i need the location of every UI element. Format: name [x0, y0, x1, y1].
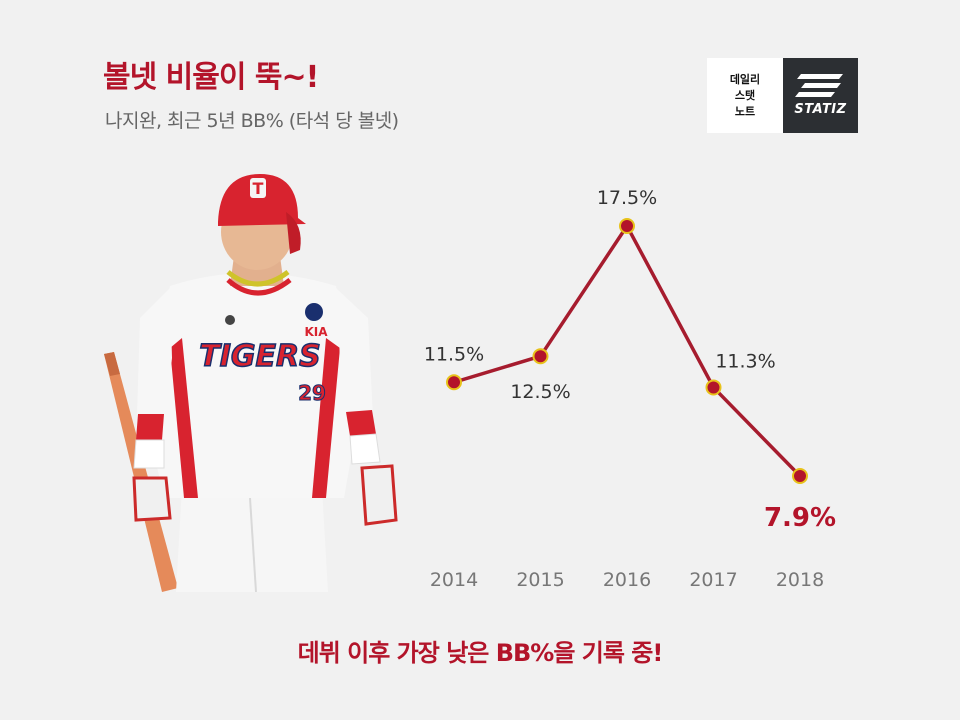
footer-note: 데뷔 이후 가장 낮은 BB%을 기록 중!: [297, 639, 664, 667]
player-photo: T TIGERS 29 KIA: [104, 174, 398, 592]
page-title: 볼넷 비율이 뚝~!: [103, 60, 319, 95]
data-point-2018: [792, 468, 808, 484]
data-point-2014: [446, 374, 462, 391]
logo-line: 스탯: [734, 88, 756, 102]
data-label-2014: 11.5%: [424, 343, 484, 365]
logo-line: 데일리: [729, 72, 761, 86]
x-tick-label-2014: 2014: [430, 569, 478, 591]
data-point-2017: [705, 379, 722, 396]
series-line: [453, 224, 802, 478]
statiz-wordmark: STATIZ: [794, 102, 847, 117]
x-tick-label-2017: 2017: [689, 569, 737, 591]
data-label-2016: 17.5%: [597, 187, 657, 209]
data-point-2015: [532, 348, 549, 365]
page-subtitle: 나지완, 최근 5년 BB% (타석 당 볼넷): [105, 110, 399, 132]
cap-letter: T: [253, 179, 264, 198]
data-points: 11.5% 12.5% 17.5% 11.3% 7.9%: [424, 187, 836, 533]
logo-text-block: 데일리 스탯 노트: [707, 58, 783, 133]
jersey-number: 29: [298, 381, 326, 405]
x-tick-label-2018: 2018: [776, 569, 824, 591]
team-mark: KIA: [304, 325, 328, 339]
daily-stat-note-logo: 데일리 스탯 노트 STATIZ: [707, 58, 858, 133]
jersey-text: TIGERS: [199, 339, 320, 374]
statiz-stripes-icon: [795, 74, 843, 97]
data-label-2015: 12.5%: [510, 381, 570, 403]
x-axis-ticks: 2014 2015 2016 2017 2018: [430, 569, 824, 591]
x-tick-label-2015: 2015: [516, 569, 564, 591]
x-tick-label-2016: 2016: [603, 569, 651, 591]
data-label-2018: 7.9%: [764, 503, 836, 533]
data-point-2016: [619, 218, 635, 234]
data-label-2017: 11.3%: [715, 350, 775, 372]
statiz-logo: STATIZ: [783, 58, 858, 133]
logo-line: 노트: [734, 104, 756, 118]
